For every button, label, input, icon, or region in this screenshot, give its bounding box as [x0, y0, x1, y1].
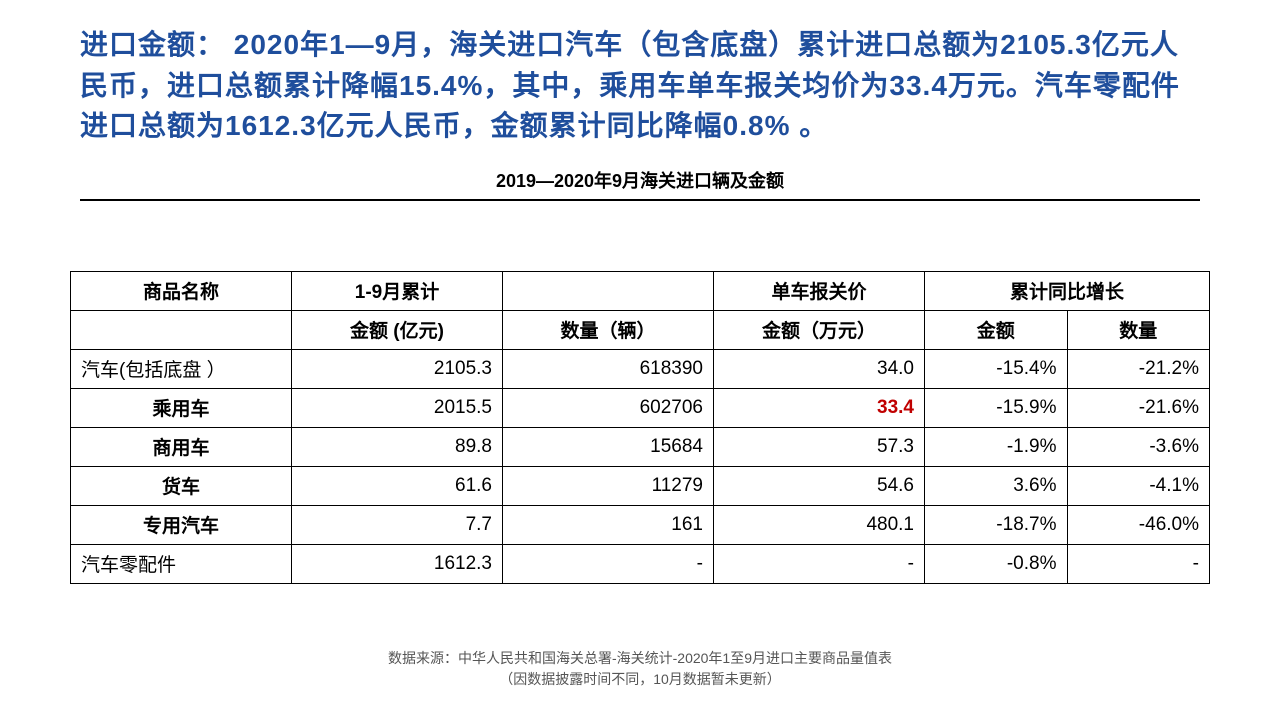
cell-growth-quantity: -21.2% [1067, 349, 1210, 388]
table-title: 2019—2020年9月海关进口辆及金额 [0, 167, 1280, 193]
col-cumulative: 1-9月累计 [292, 271, 503, 310]
cell-unit-price: - [714, 544, 925, 583]
footer-line-1: 数据来源：中华人民共和国海关总署-海关统计-2020年1至9月进口主要商品量值表 [0, 648, 1280, 669]
headline-text: 进口金额： 2020年1—9月，海关进口汽车（包含底盘）累计进口总额为2105.… [0, 0, 1280, 157]
cell-amount: 89.8 [292, 427, 503, 466]
table-row: 商用车89.81568457.3-1.9%-3.6% [71, 427, 1210, 466]
footer-source: 数据来源：中华人民共和国海关总署-海关统计-2020年1至9月进口主要商品量值表… [0, 648, 1280, 690]
col-blank [503, 271, 714, 310]
cell-product-name: 货车 [71, 466, 292, 505]
col-growth-group: 累计同比增长 [925, 271, 1210, 310]
cell-product-name: 商用车 [71, 427, 292, 466]
cell-product-name: 专用汽车 [71, 505, 292, 544]
cell-product-name: 汽车零配件 [71, 544, 292, 583]
col-unit-price: 金额（万元） [714, 310, 925, 349]
table-container: 商品名称 1-9月累计 单车报关价 累计同比增长 金额 (亿元) 数量（辆） 金… [0, 201, 1280, 584]
col-product: 商品名称 [71, 271, 292, 310]
cell-growth-quantity: -46.0% [1067, 505, 1210, 544]
cell-product-name: 乘用车 [71, 388, 292, 427]
cell-quantity: 11279 [503, 466, 714, 505]
cell-unit-price: 33.4 [714, 388, 925, 427]
cell-growth-quantity: -21.6% [1067, 388, 1210, 427]
cell-amount: 2015.5 [292, 388, 503, 427]
cell-quantity: 161 [503, 505, 714, 544]
col-growth-amount: 金额 [925, 310, 1068, 349]
col-growth-qty: 数量 [1067, 310, 1210, 349]
col-blank-2 [71, 310, 292, 349]
cell-quantity: 602706 [503, 388, 714, 427]
table-row: 货车61.61127954.63.6%-4.1% [71, 466, 1210, 505]
cell-growth-quantity: - [1067, 544, 1210, 583]
table-row: 汽车(包括底盘 ）2105.361839034.0-15.4%-21.2% [71, 349, 1210, 388]
table-body: 汽车(包括底盘 ）2105.361839034.0-15.4%-21.2%乘用车… [71, 349, 1210, 583]
footer-line-2: （因数据披露时间不同，10月数据暂未更新） [0, 669, 1280, 690]
import-data-table: 商品名称 1-9月累计 单车报关价 累计同比增长 金额 (亿元) 数量（辆） 金… [70, 271, 1210, 584]
cell-unit-price: 57.3 [714, 427, 925, 466]
cell-growth-amount: -18.7% [925, 505, 1068, 544]
cell-amount: 2105.3 [292, 349, 503, 388]
cell-amount: 1612.3 [292, 544, 503, 583]
cell-quantity: 618390 [503, 349, 714, 388]
table-row: 汽车零配件1612.3---0.8%- [71, 544, 1210, 583]
cell-unit-price: 54.6 [714, 466, 925, 505]
table-header-row-1: 商品名称 1-9月累计 单车报关价 累计同比增长 [71, 271, 1210, 310]
cell-product-name: 汽车(包括底盘 ） [71, 349, 292, 388]
cell-quantity: - [503, 544, 714, 583]
cell-growth-amount: -15.4% [925, 349, 1068, 388]
cell-amount: 61.6 [292, 466, 503, 505]
cell-growth-quantity: -3.6% [1067, 427, 1210, 466]
cell-growth-amount: -1.9% [925, 427, 1068, 466]
cell-amount: 7.7 [292, 505, 503, 544]
col-amount: 金额 (亿元) [292, 310, 503, 349]
cell-growth-quantity: -4.1% [1067, 466, 1210, 505]
cell-growth-amount: 3.6% [925, 466, 1068, 505]
cell-unit-price: 34.0 [714, 349, 925, 388]
table-row: 专用汽车7.7161480.1-18.7%-46.0% [71, 505, 1210, 544]
table-header-row-2: 金额 (亿元) 数量（辆） 金额（万元） 金额 数量 [71, 310, 1210, 349]
col-quantity: 数量（辆） [503, 310, 714, 349]
cell-unit-price: 480.1 [714, 505, 925, 544]
cell-quantity: 15684 [503, 427, 714, 466]
cell-growth-amount: -0.8% [925, 544, 1068, 583]
cell-growth-amount: -15.9% [925, 388, 1068, 427]
col-unit-price-group: 单车报关价 [714, 271, 925, 310]
table-row: 乘用车2015.560270633.4-15.9%-21.6% [71, 388, 1210, 427]
